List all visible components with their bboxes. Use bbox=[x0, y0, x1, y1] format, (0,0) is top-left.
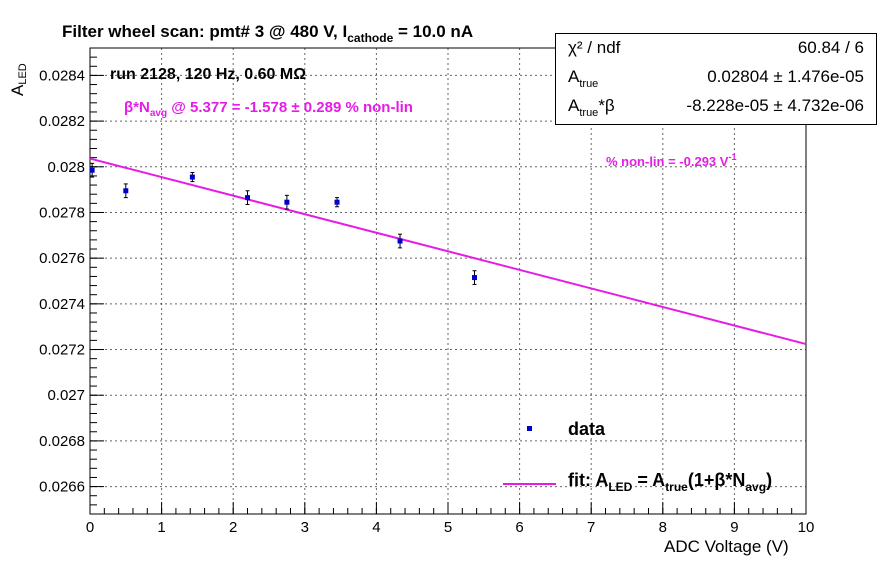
stats-value: 0.02804 ± 1.476e-05 bbox=[707, 67, 864, 86]
data-point bbox=[189, 174, 195, 180]
y-tick-label: 0.028 bbox=[47, 159, 85, 176]
data-point bbox=[123, 188, 129, 194]
x-tick-label: 1 bbox=[157, 519, 165, 536]
x-tick-label: 7 bbox=[587, 519, 595, 536]
y-tick-label: 0.0282 bbox=[39, 113, 85, 130]
x-tick-label: 2 bbox=[229, 519, 237, 536]
stats-value: -8.228e-05 ± 4.732e-06 bbox=[686, 96, 864, 115]
nonlin-annotation: % non-lin = -0.293 V-1 bbox=[606, 152, 737, 169]
y-tick-label: 0.0284 bbox=[39, 67, 85, 84]
x-tick-label: 6 bbox=[515, 519, 523, 536]
data-point bbox=[471, 275, 477, 281]
x-tick-label: 9 bbox=[730, 519, 738, 536]
data-point bbox=[334, 199, 340, 205]
legend-entry-fit: fit: ALED = Atrue(1+β*Navg) bbox=[568, 470, 773, 494]
x-tick-label: 3 bbox=[301, 519, 309, 536]
x-tick-label: 5 bbox=[444, 519, 452, 536]
fit-stats-box: χ² / ndf 60.84 / 6 Atrue 0.02804 ± 1.476… bbox=[555, 33, 877, 125]
beta-annotation: β*Navg @ 5.377 = -1.578 ± 0.289 % non-li… bbox=[124, 99, 413, 119]
data-point bbox=[89, 167, 95, 173]
x-tick-label: 10 bbox=[798, 519, 815, 536]
y-tick-label: 0.027 bbox=[47, 387, 85, 404]
data-point bbox=[284, 199, 290, 205]
stats-key: Atrue*β bbox=[568, 96, 615, 119]
fit-series bbox=[89, 157, 807, 346]
x-tick-label: 4 bbox=[372, 519, 380, 536]
legend-entry-data: data bbox=[568, 419, 606, 439]
y-tick-label: 0.0268 bbox=[39, 433, 85, 450]
data-series bbox=[89, 162, 477, 285]
y-tick-label: 0.0272 bbox=[39, 342, 85, 359]
y-axis-label: ALED bbox=[8, 63, 29, 96]
x-tick-label: 8 bbox=[659, 519, 667, 536]
x-axis-label: ADC Voltage (V) bbox=[664, 537, 789, 556]
y-tick-label: 0.0278 bbox=[39, 204, 85, 221]
stats-key: Atrue bbox=[568, 67, 599, 90]
run-annotation: run 2128, 120 Hz, 0.60 MΩ bbox=[110, 66, 307, 83]
y-tick-label: 0.0276 bbox=[39, 250, 85, 267]
chart-title: Filter wheel scan: pmt# 3 @ 480 V, Icath… bbox=[62, 22, 474, 45]
axis-ticks bbox=[89, 47, 807, 515]
stats-value: 60.84 / 6 bbox=[797, 38, 864, 57]
data-point bbox=[397, 238, 403, 244]
tick-labels: 0 1 2 3 4 5 6 7 8 9 10 0.0266 0.0268 0.027 0.0272 0.027… bbox=[39, 67, 814, 536]
stats-key: χ² / ndf bbox=[568, 38, 621, 57]
legend-marker-data bbox=[527, 426, 532, 431]
legend-marks bbox=[503, 426, 556, 485]
data-point bbox=[245, 195, 251, 201]
y-tick-label: 0.0274 bbox=[39, 296, 85, 313]
y-tick-label: 0.0266 bbox=[39, 479, 85, 496]
x-tick-label: 0 bbox=[86, 519, 94, 536]
fit-line bbox=[89, 157, 807, 346]
